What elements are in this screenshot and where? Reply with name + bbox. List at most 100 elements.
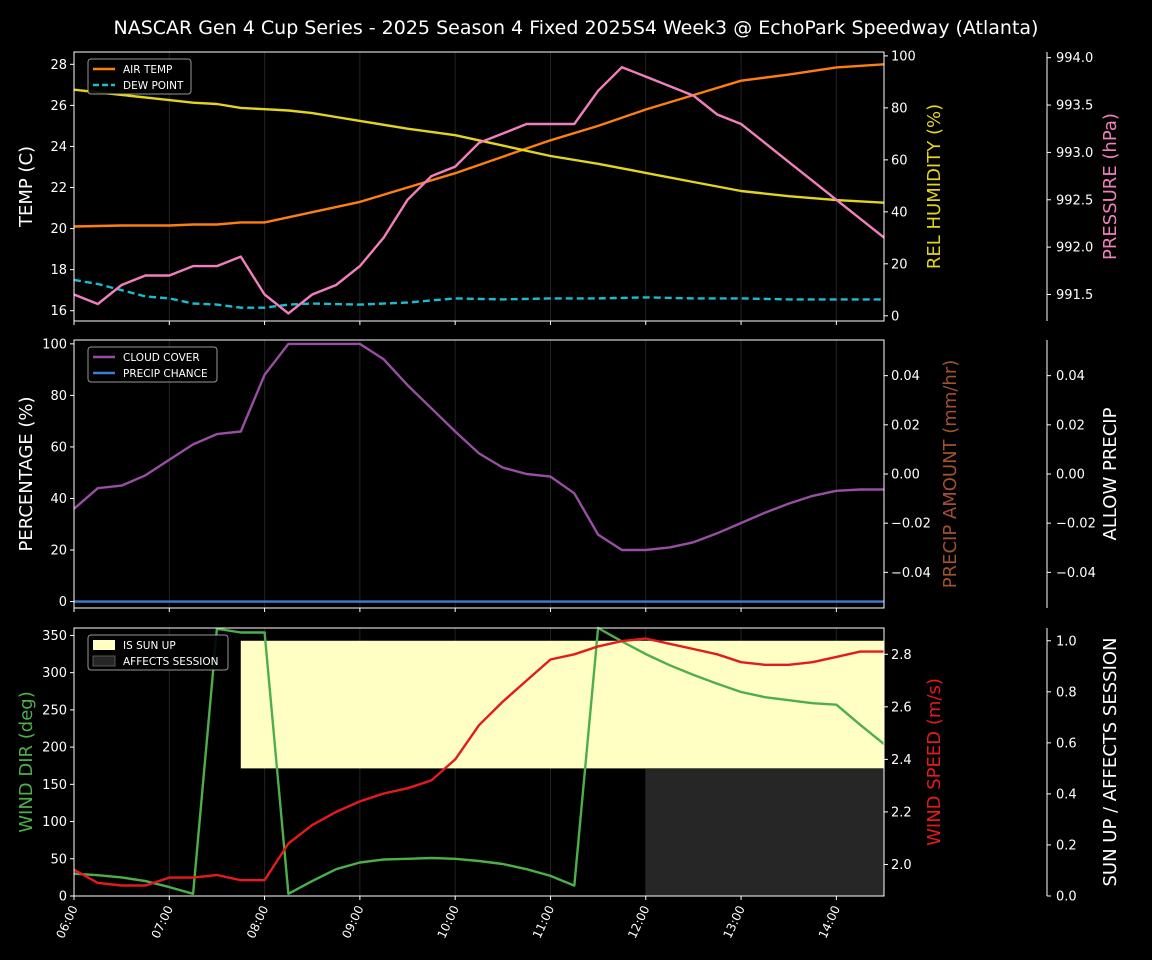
x-tick-label: 14:00 [816,903,843,940]
panel-1: 16 18 20 22 24 26 28 0 20 40 60 80 100 991.5 992.0 992.… [16,49,1121,325]
y-tick-label: 80 [50,389,67,404]
x-tick-label: 10:00 [435,903,462,940]
y-tick-label: −0.02 [1056,517,1096,532]
left-axis-label: PERCENTAGE (%) [16,396,37,551]
y-tick-label: 60 [891,153,908,168]
y-tick-label: 24 [50,140,67,155]
y-tick-label: 994.0 [1056,51,1093,66]
y-tick-label: 0.02 [1056,418,1085,433]
y-tick-label: 28 [50,58,67,73]
y-tick-label: 993.0 [1056,146,1093,161]
y-tick-label: 0.00 [891,468,920,483]
legend-label: AIR TEMP [123,64,172,76]
rel-humidity-line [73,88,885,204]
y-tick-label: 2.8 [891,648,912,663]
y-tick-label: 0.6 [1056,736,1077,751]
x-tick-label: 08:00 [244,903,271,940]
y-tick-label: 0 [59,890,67,905]
y-tick-label: 0.2 [1056,838,1077,853]
left-axis-label: WIND DIR (deg) [16,691,37,833]
cloud-cover-line [73,342,884,552]
y-tick-label: 0 [59,595,67,610]
y-tick-label: 100 [42,815,67,830]
affects-session-band [645,768,884,896]
plot-frame [73,51,885,322]
pressure-line [73,65,885,315]
x-tick-label: 12:00 [625,903,652,940]
y-tick-label: 2.4 [891,753,912,768]
y-tick-label: 200 [42,741,67,756]
y-tick-label: 20 [50,222,67,237]
y-tick-label: 250 [42,703,67,718]
legend-label: IS SUN UP [123,640,176,652]
x-tick-label: 06:00 [53,903,80,940]
y-tick-label: 1.0 [1056,634,1077,649]
y-tick-label: 0.8 [1056,685,1077,700]
y-tick-label: 991.5 [1056,288,1093,303]
panel-3: 0 50 100 150 200 250 300 350 2.0 2.2 2.4 2.6 2.8 0.0 0… [16,626,1121,941]
y-tick-label: 80 [891,101,908,116]
legend-swatch [92,655,116,667]
left-axis-label: TEMP (C) [16,146,37,228]
chart-panels: 16 18 20 22 24 26 28 0 20 40 60 80 100 991.5 992.0 992.… [16,49,1121,940]
y-tick-label: 40 [891,205,908,220]
y-tick-label: 2.2 [891,805,912,820]
y-tick-label: 100 [891,49,916,64]
y-tick-label: 18 [50,263,67,278]
legend-label: PRECIP CHANCE [123,368,208,380]
right-axis-label: REL HUMIDITY (%) [924,104,945,269]
y-tick-label: 350 [42,629,67,644]
chart-title: NASCAR Gen 4 Cup Series - 2025 Season 4 … [114,17,1039,39]
y-tick-label: 20 [891,257,908,272]
x-tick-label: 07:00 [149,903,176,940]
right-axis-label: PRECIP AMOUNT (mm/hr) [940,360,961,589]
y-tick-label: 2.6 [891,700,912,715]
y-tick-label: 60 [50,440,67,455]
y-tick-label: 26 [50,99,67,114]
far-right-axis-label: PRESSURE (hPa) [1100,113,1121,260]
y-tick-label: 40 [50,492,67,507]
plot-frame [73,627,885,897]
y-tick-label: 100 [42,337,67,352]
x-tick-label: 13:00 [720,903,747,940]
far-right-axis-label: SUN UP / AFFECTS SESSION [1100,637,1121,886]
y-tick-label: −0.04 [891,566,931,581]
far-right-axis-label: ALLOW PRECIP [1100,407,1121,540]
sun-up-band [240,640,884,769]
y-tick-label: 16 [50,304,67,319]
y-tick-label: 0.0 [1056,890,1077,905]
y-tick-label: 300 [42,666,67,681]
legend-label: AFFECTS SESSION [123,656,219,668]
right-axis-label: WIND SPEED (m/s) [924,678,945,846]
y-tick-label: 50 [50,852,67,867]
y-tick-label: 22 [50,181,67,196]
y-tick-label: 0.4 [1056,787,1077,802]
y-tick-label: −0.02 [891,517,931,532]
y-tick-label: 0.00 [1056,468,1085,483]
legend-swatch [93,640,115,650]
dew-point-line [73,278,884,309]
y-tick-label: 0.04 [1056,369,1085,384]
y-tick-label: 992.5 [1056,193,1093,208]
x-tick-label: 09:00 [339,903,366,940]
y-tick-label: 150 [42,778,67,793]
y-tick-label: 0.02 [891,418,920,433]
y-tick-label: −0.04 [1056,566,1096,581]
y-tick-label: 20 [50,544,67,559]
legend: AIR TEMP DEW POINT [87,58,192,95]
y-tick-label: 2.0 [891,858,912,873]
panel-2: 0 20 40 60 80 100 −0.04 −0.02 0.00 0.02 0.04 −0.04 −… [16,337,1121,612]
legend: IS SUN UP AFFECTS SESSION [87,634,229,671]
y-tick-label: 992.0 [1056,241,1093,256]
wind-dir-line [73,626,885,895]
legend-box [87,346,218,383]
y-tick-label: 0 [891,309,899,324]
air-temp-line [73,63,885,228]
y-tick-label: 0.04 [891,369,920,384]
legend-box [87,634,229,671]
y-tick-label: 993.5 [1056,99,1093,114]
legend-label: CLOUD COVER [123,352,200,364]
x-tick-label: 11:00 [530,903,557,940]
legend-label: DEW POINT [123,80,184,92]
